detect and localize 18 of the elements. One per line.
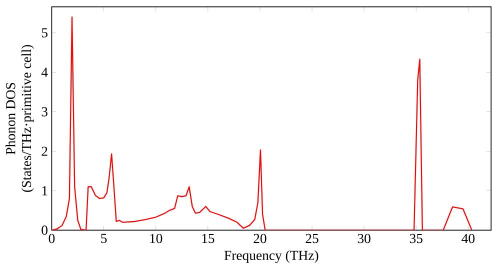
y-tick-label: 0: [42, 226, 48, 236]
y-tick-label: 5: [42, 28, 48, 38]
x-tick-label: 20: [254, 234, 266, 244]
x-tick-label: 5: [101, 234, 107, 244]
x-tick-label: 30: [358, 234, 370, 244]
x-tick-label: 0: [48, 234, 55, 244]
y-axis-title: Phonon DOS (States/THz·primitive cell): [6, 45, 34, 192]
x-tick-label: 25: [306, 234, 318, 244]
x-axis-title: Frequency (THz): [224, 250, 318, 264]
x-tick-label: 35: [410, 234, 422, 244]
y-tick-label: 1: [42, 186, 48, 196]
line-series: [52, 16, 472, 230]
x-tick-label: 15: [202, 234, 214, 244]
y-tick-label: 2: [42, 146, 48, 156]
y-tick-label: 3: [42, 107, 48, 117]
y-tick-label: 4: [41, 68, 48, 78]
x-tick-label: 40: [462, 234, 475, 244]
x-tick-label: 10: [150, 234, 162, 244]
